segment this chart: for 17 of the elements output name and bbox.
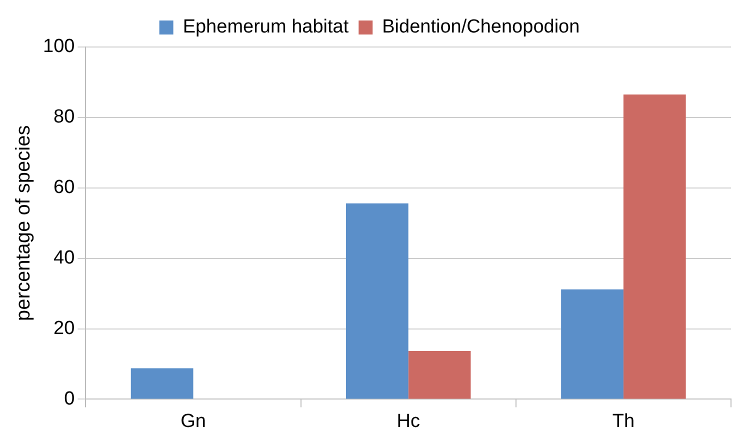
bar	[623, 94, 686, 399]
y-tick-label: 80	[54, 106, 75, 128]
y-tick-label: 100	[43, 36, 75, 58]
x-tick-label: Hc	[396, 410, 420, 432]
bar	[408, 350, 471, 399]
bar	[561, 289, 624, 399]
y-tick-label: 0	[64, 388, 75, 410]
y-tick-label: 60	[54, 177, 75, 198]
legend-label: Ephemerum habitat	[182, 16, 350, 38]
x-tick-label: Gn	[180, 410, 206, 432]
bar	[346, 203, 408, 399]
bar	[130, 368, 194, 399]
y-axis-title: percentage of species	[12, 125, 35, 321]
legend-label: Bidention/Chenopodion	[382, 16, 580, 38]
x-tick-label: Th	[612, 410, 635, 432]
y-tick-label: 20	[54, 318, 75, 339]
y-tick-label: 40	[54, 248, 75, 269]
